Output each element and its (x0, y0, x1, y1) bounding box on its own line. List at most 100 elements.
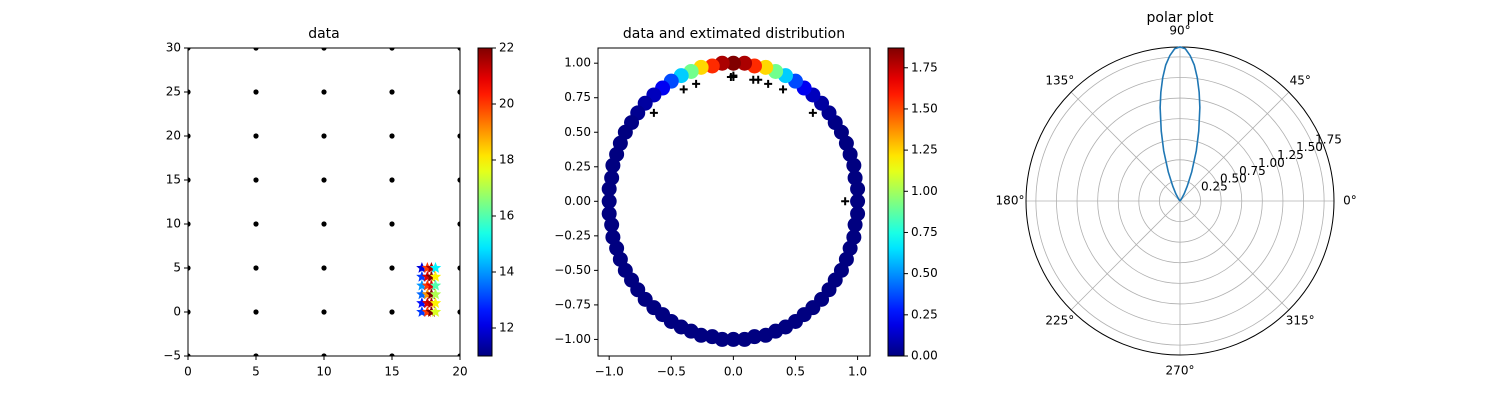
colorbar (887, 47, 905, 357)
plus-point (779, 85, 788, 94)
point (188, 177, 191, 183)
point (457, 309, 460, 315)
point (457, 353, 460, 356)
x-tick-label: 0.5 (786, 365, 805, 379)
ring-point (725, 331, 741, 347)
point (188, 221, 191, 227)
chart-title: data (308, 26, 340, 42)
colorbar-tick-label: 1.50 (911, 101, 938, 115)
star-point (429, 306, 442, 317)
point (389, 48, 395, 51)
x-tick-label: 15 (384, 365, 399, 379)
point (253, 89, 259, 95)
y-tick-label: −0.75 (554, 297, 591, 311)
colorbar-tick-label: 18 (499, 153, 514, 167)
point (321, 353, 327, 356)
y-tick-label: 0 (173, 305, 181, 319)
point (321, 133, 327, 139)
axes-frame (187, 47, 461, 357)
colorbar-tick-label: 0.25 (911, 307, 938, 321)
point (253, 265, 259, 271)
ring-point (714, 331, 730, 347)
plus-point (679, 85, 688, 94)
r-tick-label: 0.50 (1220, 172, 1247, 186)
y-tick-label: −0.25 (554, 228, 591, 242)
y-tick-label: 10 (166, 217, 181, 231)
x-tick-label: −1.0 (595, 365, 624, 379)
ring-point (758, 59, 774, 75)
plus-point (649, 108, 658, 117)
r-tick-label: 0.25 (1201, 180, 1228, 194)
point (253, 48, 259, 51)
ring-point (601, 193, 617, 209)
point (389, 353, 395, 356)
ring-point (604, 217, 620, 233)
r-tick-label: 0.75 (1239, 164, 1266, 178)
colorbar-tick-label: 1.75 (911, 60, 938, 74)
colorbar-tick-label: 12 (499, 321, 514, 335)
x-tick-label: 10 (316, 365, 331, 379)
y-tick-label: 25 (166, 85, 181, 99)
y-tick-label: 1.00 (564, 56, 591, 70)
ring-point (693, 327, 709, 343)
y-tick-label: −5 (163, 349, 181, 363)
point (188, 309, 191, 315)
star-point (416, 279, 428, 291)
y-tick-label: 0.25 (564, 159, 591, 173)
colorbar-tick-label: 16 (499, 209, 514, 223)
star-point (416, 297, 428, 309)
theta-grid (1070, 200, 1181, 311)
point (321, 221, 327, 227)
ring-point (601, 181, 617, 197)
plus-point (749, 75, 758, 84)
point (253, 221, 259, 227)
star-point (429, 288, 442, 300)
theta-tick-label: 45° (1290, 73, 1311, 87)
axes-frame (597, 47, 871, 357)
polar-line (1159, 46, 1201, 202)
ring-point (725, 55, 741, 71)
colorbar-tick-label: 1.25 (911, 143, 938, 157)
y-tick-label: 0.50 (564, 125, 591, 139)
colorbar-tick-label: 0.00 (911, 349, 938, 363)
ring-point (850, 193, 866, 209)
point (457, 48, 460, 51)
point (253, 353, 259, 356)
star-point (429, 279, 442, 291)
colorbar-tick-label: 0.75 (911, 225, 938, 239)
y-tick-label: 0.75 (564, 90, 591, 104)
ring-point (737, 55, 753, 71)
ring-point (704, 58, 720, 74)
point (389, 221, 395, 227)
point (253, 309, 259, 315)
point (457, 133, 460, 139)
plus-point (841, 197, 850, 206)
plus-point (764, 79, 773, 88)
y-tick-label: 20 (166, 129, 181, 143)
star-point (429, 262, 442, 273)
point (253, 177, 259, 183)
point (253, 133, 259, 139)
theta-tick-label: 135° (1045, 73, 1074, 87)
theta-grid (1179, 200, 1290, 311)
y-tick-label: −1.00 (554, 332, 591, 346)
x-tick-label: −0.5 (657, 365, 686, 379)
y-tick-label: −0.50 (554, 263, 591, 277)
point (389, 177, 395, 183)
r-tick-label: 1.00 (1258, 156, 1285, 170)
point (188, 89, 191, 95)
star-point (429, 270, 442, 282)
point (188, 48, 191, 51)
y-tick-label: 0.00 (564, 194, 591, 208)
r-tick-label: 1.75 (1315, 132, 1342, 146)
plus-point (808, 108, 817, 117)
point (321, 177, 327, 183)
chart-title: data and extimated distribution (623, 26, 845, 42)
theta-tick-label: 315° (1286, 314, 1315, 328)
plus-point (726, 73, 735, 82)
point (457, 177, 460, 183)
point (389, 133, 395, 139)
x-tick-label: 5 (252, 365, 260, 379)
